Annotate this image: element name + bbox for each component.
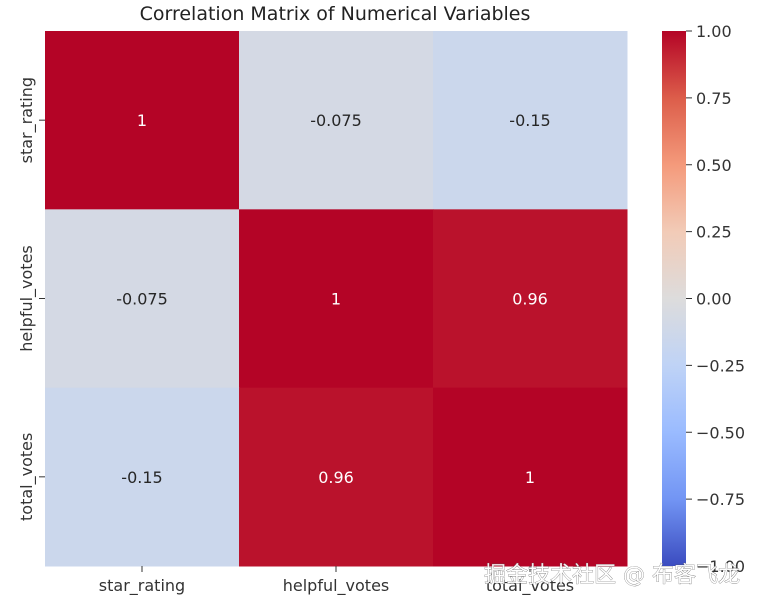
chart-title: Correlation Matrix of Numerical Variable… xyxy=(140,3,531,25)
colorbar-tick-label: −0.50 xyxy=(696,423,745,442)
colorbar-tick-label: 0.75 xyxy=(696,89,732,108)
y-tick-label: helpful_votes xyxy=(17,245,37,352)
cell-value-label: 0.96 xyxy=(318,468,354,487)
heatmap-cells xyxy=(45,31,628,567)
colorbar-ticks: 1.00 0.75 0.50 0.25 0.00 −0.25 −0.50 −0.75 −1.00 xyxy=(686,22,745,576)
cell-value-label: 1 xyxy=(137,111,147,130)
cell-value-label: -0.075 xyxy=(310,111,362,130)
cell-value-label: 1 xyxy=(525,468,535,487)
y-axis: star_rating helpful_votes total_votes xyxy=(17,77,45,521)
x-axis: star_rating helpful_votes total_votes xyxy=(99,566,574,596)
y-tick-label: total_votes xyxy=(17,433,37,521)
heatmap-cell xyxy=(45,31,240,210)
heatmap-cell xyxy=(433,387,628,567)
x-tick-label: star_rating xyxy=(99,576,185,596)
x-tick-label: total_votes xyxy=(486,576,574,596)
cell-value-label: -0.075 xyxy=(116,290,168,309)
cell-value-label: 0.96 xyxy=(512,290,548,309)
colorbar-tick-label: −1.00 xyxy=(696,557,745,576)
colorbar-tick-label: −0.25 xyxy=(696,356,745,375)
colorbar-tick-label: 0.50 xyxy=(696,156,732,175)
watermark: 掘金技术社区 @ 布客飞龙 xyxy=(484,563,740,588)
heatmap-cell xyxy=(239,387,434,567)
colorbar-tick-label: 0.00 xyxy=(696,290,732,309)
colorbar-tick-label: 0.25 xyxy=(696,223,732,242)
heatmap-cell xyxy=(433,209,628,389)
heatmap-cell xyxy=(433,31,628,210)
heatmap-cell-labels: 1 -0.075 -0.15 -0.075 1 0.96 -0.15 0.96 1 xyxy=(116,111,550,487)
y-tick-label: star_rating xyxy=(17,77,37,163)
cell-value-label: -0.15 xyxy=(509,111,550,130)
heatmap-cell xyxy=(239,209,434,389)
cell-value-label: 1 xyxy=(331,290,341,309)
x-tick-label: helpful_votes xyxy=(283,576,390,596)
heatmap-cell xyxy=(45,387,240,567)
cell-value-label: -0.15 xyxy=(121,468,162,487)
heatmap-cell xyxy=(239,31,434,210)
colorbar-tick-label: 1.00 xyxy=(696,22,732,41)
colorbar xyxy=(662,31,686,566)
heatmap-cell xyxy=(45,209,240,389)
colorbar-tick-label: −0.75 xyxy=(696,490,745,509)
